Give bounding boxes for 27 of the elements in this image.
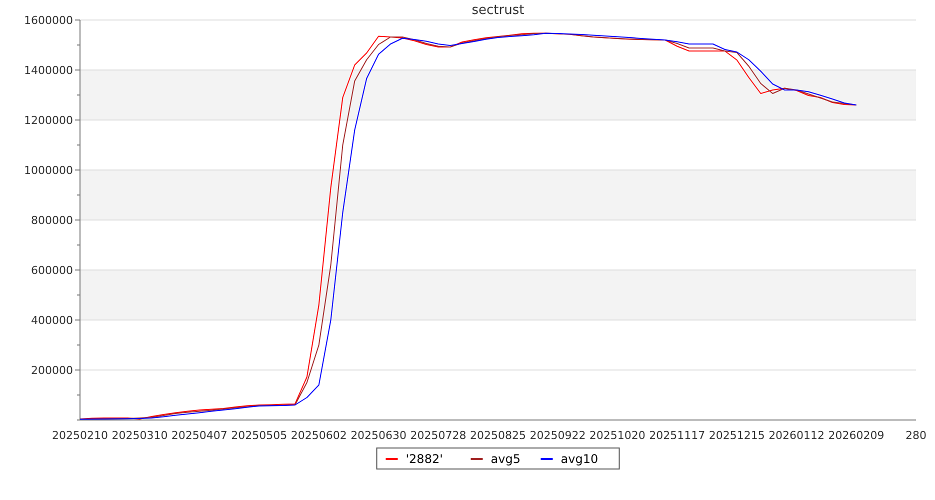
y-tick-label: 400000: [31, 314, 73, 327]
x-tick-label: 20250407: [171, 429, 228, 442]
x-tick-label: 20260112: [768, 429, 825, 442]
x-tick-label: 20250728: [410, 429, 466, 442]
x-tick-label: 20251117: [649, 429, 706, 442]
x-tick-label: 280: [906, 429, 926, 442]
x-tick-label: 20250825: [470, 429, 526, 442]
x-tick-label: 20251020: [589, 429, 646, 442]
x-tick-label: 20250210: [52, 429, 108, 442]
x-tick-label: 20250602: [290, 429, 347, 442]
x-tick-label: 20250310: [112, 429, 168, 442]
legend-label: '2882': [406, 452, 443, 466]
y-tick-label: 600000: [31, 264, 73, 277]
y-tick-label: 800000: [31, 214, 73, 227]
x-tick-label: 20250630: [350, 429, 407, 442]
chart-title: sectrust: [472, 3, 524, 18]
x-tick-label: 20251215: [708, 429, 765, 442]
x-tick-label: 20260209: [828, 429, 884, 442]
x-tick-label: 20250505: [231, 429, 288, 442]
legend-label: avg5: [490, 452, 520, 466]
y-tick-label: 1600000: [24, 14, 73, 27]
y-tick-label: 1000000: [24, 164, 73, 177]
x-tick-label: 20250922: [530, 429, 586, 442]
y-tick-label: 200000: [31, 364, 73, 377]
y-tick-label: 1200000: [24, 114, 73, 127]
y-tick-label: 1400000: [24, 64, 73, 77]
legend-label: avg10: [560, 452, 598, 466]
